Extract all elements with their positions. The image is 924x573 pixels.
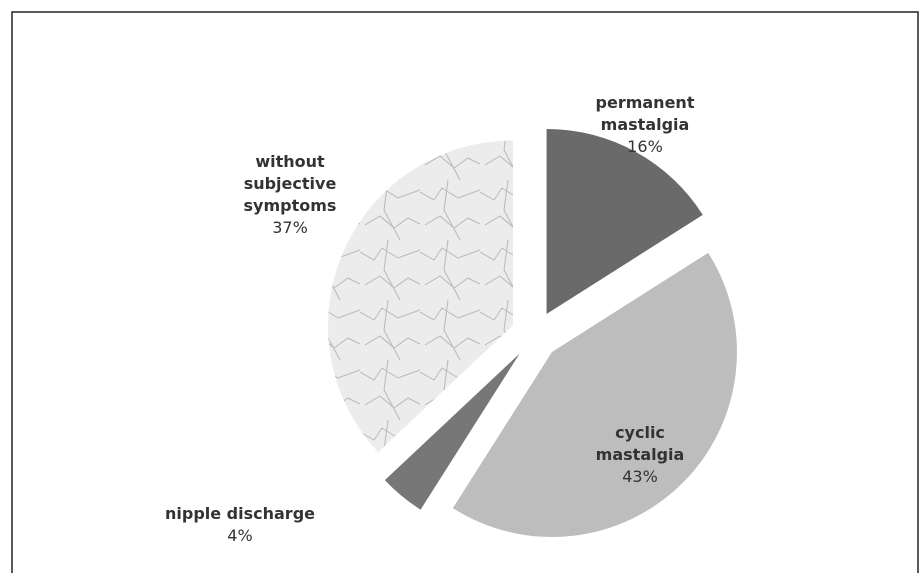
pie-slice xyxy=(384,353,520,510)
slice-label: permanent mastalgia 16% xyxy=(585,92,705,158)
value-label: 43% xyxy=(622,467,658,486)
category-label: permanent mastalgia xyxy=(595,93,695,134)
value-label: 37% xyxy=(272,218,308,237)
category-label: without subjective symptoms xyxy=(243,152,337,215)
value-label: 16% xyxy=(627,137,663,156)
category-label: nipple discharge xyxy=(164,504,315,523)
slice-label: cyclic mastalgia 43% xyxy=(585,422,695,488)
value-label: 4% xyxy=(227,526,253,545)
slice-label: without subjective symptoms 37% xyxy=(230,151,350,239)
frame xyxy=(11,11,919,573)
pie-slice xyxy=(452,252,737,537)
slice-label: nipple discharge 4% xyxy=(155,503,325,547)
pie-slice xyxy=(546,128,703,314)
pie-slice xyxy=(327,140,513,453)
category-label: cyclic mastalgia xyxy=(595,423,685,464)
